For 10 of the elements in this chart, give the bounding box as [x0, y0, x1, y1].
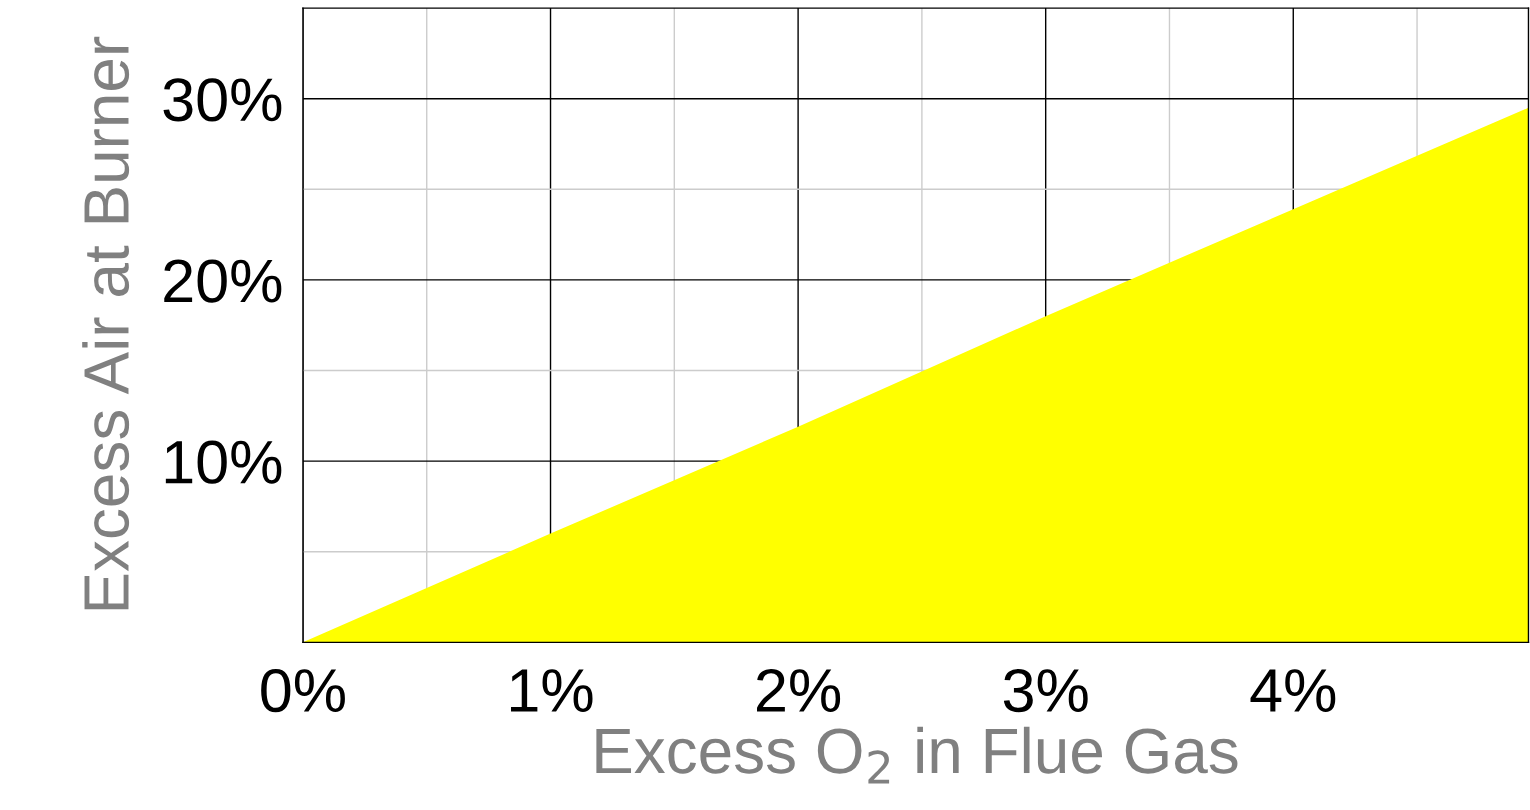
x-tick-label: 3% [1003, 668, 1088, 713]
y-tick-label: 20% [164, 259, 282, 303]
y-tick-label: 10% [165, 440, 282, 484]
x-tick-label: 4% [1250, 669, 1336, 712]
y-axis-title: Excess Air at Burner [82, 36, 130, 610]
x-tick-label: 2% [757, 668, 841, 712]
x-axis-title: Excess O$_{2}$ in Flue Gas [596, 726, 1238, 784]
y-tick-label: 30% [163, 78, 282, 122]
x-tick-label: 0% [261, 668, 345, 713]
x-tick-label: 1% [511, 669, 593, 712]
